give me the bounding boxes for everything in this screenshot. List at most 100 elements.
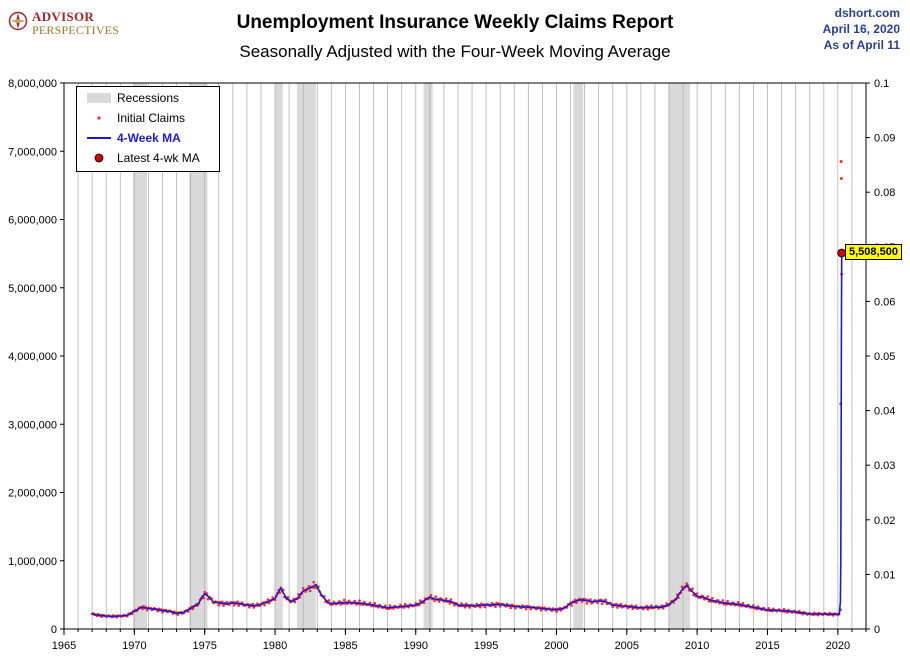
initial-claims-point (839, 177, 843, 181)
initial-claims-point (444, 597, 448, 600)
legend-item-recessions: Recessions (77, 89, 219, 107)
y2-tick-label: 0.1 (874, 78, 889, 90)
initial-claims-point (263, 603, 266, 607)
legend-label-latest: Latest 4-wk MA (117, 151, 200, 165)
recession-band (668, 83, 691, 629)
compass-icon (8, 11, 28, 31)
initial-claims-point (483, 605, 487, 609)
initial-claims-point (403, 602, 407, 606)
y2-tick-label: 0.03 (874, 460, 895, 472)
initial-claims-point (478, 606, 482, 609)
initial-claims-point (464, 602, 468, 606)
recession-band (275, 83, 283, 629)
claims-dot-swatch (97, 116, 101, 120)
ma-line-swatch (87, 137, 111, 139)
advisor-perspectives-logo: ADVISOR PERSPECTIVES (8, 8, 138, 37)
x-tick-label: 1995 (474, 640, 498, 652)
initial-claims-point (498, 605, 502, 608)
initial-claims-point (706, 595, 709, 598)
source-block: dshort.com April 16, 2020 As of April 11 (823, 5, 900, 53)
initial-claims-point (596, 601, 599, 605)
initial-claims-point (680, 585, 684, 588)
initial-claims-point (429, 593, 433, 597)
initial-claims-point (634, 604, 638, 608)
initial-claims-point (460, 602, 463, 605)
chart-legend: Recessions Initial Claims 4-Week MA Late… (76, 86, 220, 172)
initial-claims-point (266, 598, 270, 601)
legend-item-initial-claims: Initial Claims (77, 109, 219, 127)
initial-claims-point (691, 587, 694, 590)
initial-claims-point (539, 608, 543, 612)
initial-claims-point (468, 606, 472, 609)
initial-claims-point (767, 607, 770, 610)
y2-tick-label: 0.08 (874, 187, 895, 199)
y2-tick-label: 0.05 (874, 351, 895, 363)
initial-claims-point (232, 604, 236, 607)
initial-claims-point (721, 599, 725, 602)
x-tick-label: 1990 (404, 640, 428, 652)
initial-claims-point (373, 601, 377, 605)
recession-band (132, 83, 148, 629)
initial-claims-point (575, 601, 578, 605)
y-tick-label: 8,000,000 (8, 78, 57, 90)
year-gridlines (77, 83, 853, 629)
legend-item-ma: 4-Week MA (77, 129, 219, 147)
initial-claims-point (145, 608, 149, 612)
initial-claims-point (726, 599, 729, 603)
initial-claims-point (585, 602, 589, 605)
x-tick-label: 1970 (122, 640, 146, 652)
initial-claims-point (327, 599, 331, 602)
initial-claims-point (631, 607, 634, 611)
initial-claims-point (221, 600, 224, 604)
initial-claims-point (650, 604, 653, 607)
initial-claims-point (434, 595, 438, 598)
y2-tick-label: 0.04 (874, 406, 895, 418)
initial-claims-point (839, 159, 843, 163)
initial-claims-point (161, 610, 164, 614)
chart-subtitle: Seasonally Adjusted with the Four-Week M… (239, 42, 671, 61)
source-as-of: As of April 11 (823, 38, 900, 52)
initial-claims-point (616, 606, 619, 609)
initial-claims-point (248, 605, 251, 609)
initial-claims-point (222, 604, 225, 607)
recession-band (423, 83, 433, 629)
source-date: April 16, 2020 (822, 22, 900, 36)
recession-band (573, 83, 584, 629)
recession-swatch (87, 93, 111, 103)
x-tick-label: 1975 (192, 640, 216, 652)
initial-claims-point (252, 606, 256, 609)
y-tick-label: 0 (51, 624, 57, 636)
initial-claims-point (437, 600, 441, 603)
initial-claims-point (581, 600, 584, 603)
initial-claims-point (267, 601, 271, 605)
legend-label-initial-claims: Initial Claims (117, 111, 186, 125)
initial-claims-point (338, 600, 341, 603)
y2-tick-label: 0.01 (874, 569, 895, 581)
y2-tick-label: 0 (874, 624, 880, 636)
x-tick-label: 2000 (544, 640, 568, 652)
y2-tick-label: 0.09 (874, 133, 895, 145)
initial-claims-point (756, 605, 760, 608)
initial-claims-point (685, 582, 688, 585)
initial-claims-point (646, 607, 650, 611)
y-tick-label: 1,000,000 (8, 556, 57, 568)
initial-claims-point (570, 604, 573, 607)
initial-claims-point (449, 598, 453, 601)
initial-claims-point (419, 599, 422, 602)
initial-claims-point (388, 604, 392, 607)
initial-claims-point (307, 584, 311, 588)
initial-claims-point (555, 610, 558, 613)
recession-band (189, 83, 208, 629)
x-tick-label: 1980 (263, 640, 287, 652)
chart-title: Unemployment Insurance Weekly Claims Rep… (236, 12, 674, 33)
initial-claims-point (589, 598, 592, 601)
initial-claims-point (752, 604, 755, 607)
source-site: dshort.com (834, 6, 900, 20)
x-tick-label: 2020 (826, 640, 850, 652)
y-axis-left: 0 1,000,000 2,000,000 3,000,000 4,000,000 5,0… (8, 78, 64, 636)
initial-claims-point (206, 597, 210, 601)
initial-claims-point (494, 605, 497, 608)
initial-claims-point (358, 599, 361, 602)
y-tick-label: 6,000,000 (8, 215, 57, 227)
initial-claims-point (301, 586, 305, 590)
